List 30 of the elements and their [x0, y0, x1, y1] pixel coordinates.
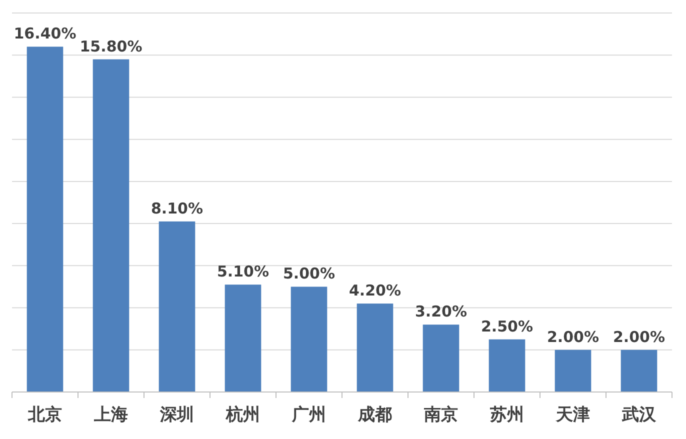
data-label: 2.00%: [612, 328, 666, 346]
x-tick-label: 上海: [93, 405, 128, 425]
data-label: 2.00%: [546, 328, 600, 346]
x-tick-label: 北京: [27, 405, 62, 425]
data-label: 2.50%: [480, 317, 534, 336]
bar: [26, 46, 64, 392]
data-label: 5.00%: [282, 264, 336, 283]
bar: [92, 59, 130, 392]
data-label: 16.40%: [14, 24, 76, 43]
x-tick-label: 广州: [291, 405, 326, 425]
x-tick-label: 武汉: [621, 405, 657, 425]
bar: [290, 286, 328, 392]
x-tick-label: 天津: [555, 405, 590, 425]
x-tick-label: 成都: [357, 405, 392, 425]
bar: [224, 284, 262, 392]
x-tick-label: 杭州: [225, 405, 260, 425]
data-label: 8.10%: [150, 199, 204, 218]
x-tick-label: 南京: [423, 405, 458, 425]
data-label: 3.20%: [414, 302, 468, 321]
data-label: 15.80%: [80, 37, 142, 56]
bar: [158, 221, 196, 392]
x-tick-label: 深圳: [159, 405, 194, 425]
data-label: 5.10%: [216, 262, 270, 281]
bar: [356, 304, 394, 392]
data-label: 4.20%: [348, 282, 402, 300]
bar: [554, 350, 592, 392]
x-tick-label: 苏州: [489, 405, 524, 425]
bar: [620, 350, 658, 392]
bar: [488, 339, 526, 392]
bar: [422, 324, 460, 392]
